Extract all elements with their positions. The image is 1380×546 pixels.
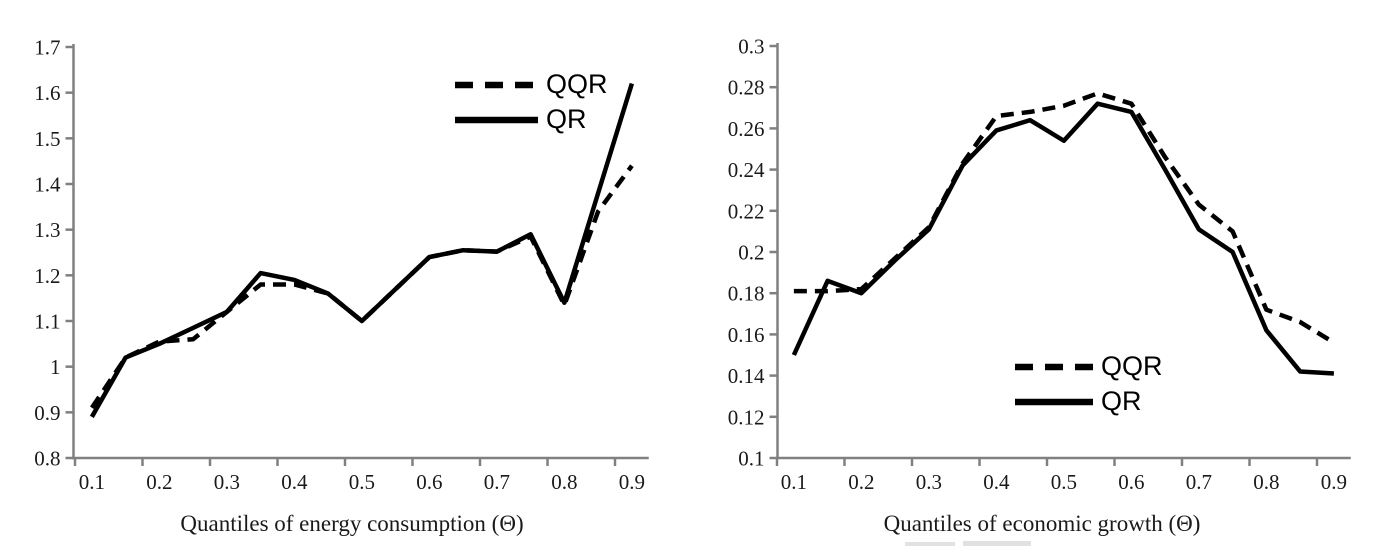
x-tick-label: 0.9 <box>619 470 645 494</box>
y-tick-label: 0.24 <box>728 158 765 182</box>
y-tick-label: 0.22 <box>728 199 765 223</box>
x-tick-label: 0.6 <box>416 470 442 494</box>
y-tick-label: 0.16 <box>728 323 765 347</box>
x-tick-label: 0.1 <box>781 470 807 494</box>
series-line-qqr <box>90 164 634 410</box>
x-tick-label: 0.3 <box>916 470 942 494</box>
economic-growth-chart: 0.1 0.12 0.14 0.16 0.18 0.2 0.22 0.24 0.26 0.28 0.… <box>728 35 1351 494</box>
y-tick-label: 1.7 <box>34 36 60 60</box>
y-tick-label: 0.1 <box>738 447 764 471</box>
x-tick-label: 0.7 <box>1186 470 1212 494</box>
x-tick-label: 0.6 <box>1118 470 1144 494</box>
energy-consumption-chart: 0.8 0.9 1 1.1 1.2 1.3 1.4 1.5 1.6 1.7 0.1 0.2 0.3 0.4… <box>34 36 649 494</box>
x-tick-label: 0.5 <box>349 470 375 494</box>
left-legend-label-qqr: QQR <box>546 69 608 99</box>
y-tick-label: 0.26 <box>728 117 765 141</box>
x-tick-label: 0.2 <box>848 470 874 494</box>
left-legend-label-qr: QR <box>546 104 587 134</box>
y-tick-label: 1.1 <box>34 310 60 334</box>
y-tick-label: 0.14 <box>728 364 765 388</box>
x-tick-label: 0.8 <box>551 470 577 494</box>
series-line-qqr <box>793 91 1336 345</box>
x-tick-label: 0.4 <box>281 470 308 494</box>
y-tick-label: 0.12 <box>728 405 765 429</box>
right-legend-label-qr: QR <box>1101 386 1142 416</box>
y-tick-label: 0.18 <box>728 282 765 306</box>
y-tick-label: 1.2 <box>34 264 60 288</box>
y-tick-label: 0.9 <box>34 401 60 425</box>
y-tick-label: 1.3 <box>34 218 60 242</box>
series-line-qr <box>89 82 635 419</box>
x-tick-label: 0.2 <box>146 470 172 494</box>
y-tick-label: 1.5 <box>34 127 60 151</box>
right-x-axis-title: Quantiles of economic growth (Θ) <box>883 511 1201 536</box>
y-tick-label: 1.6 <box>34 81 60 105</box>
y-tick-label: 1.4 <box>34 173 61 197</box>
cropped-artifact-right <box>963 541 1031 546</box>
y-tick-label: 0.2 <box>738 241 764 265</box>
series-line-qr <box>791 101 1335 376</box>
cropped-artifact-left <box>905 542 955 546</box>
y-tick-label: 0.3 <box>738 35 764 59</box>
x-tick-label: 0.8 <box>1253 470 1279 494</box>
x-tick-label: 0.5 <box>1051 470 1077 494</box>
left-x-axis-title: Quantiles of energy consumption (Θ) <box>180 511 524 536</box>
x-tick-label: 0.7 <box>484 470 510 494</box>
y-tick-label: 0.28 <box>728 76 765 100</box>
x-tick-label: 0.3 <box>214 470 240 494</box>
y-tick-label: 0.8 <box>34 447 60 471</box>
y-tick-label: 1 <box>50 355 61 379</box>
x-tick-label: 0.1 <box>79 470 105 494</box>
x-tick-label: 0.4 <box>983 470 1010 494</box>
x-tick-label: 0.9 <box>1321 470 1347 494</box>
right-legend-label-qqr: QQR <box>1101 351 1163 381</box>
